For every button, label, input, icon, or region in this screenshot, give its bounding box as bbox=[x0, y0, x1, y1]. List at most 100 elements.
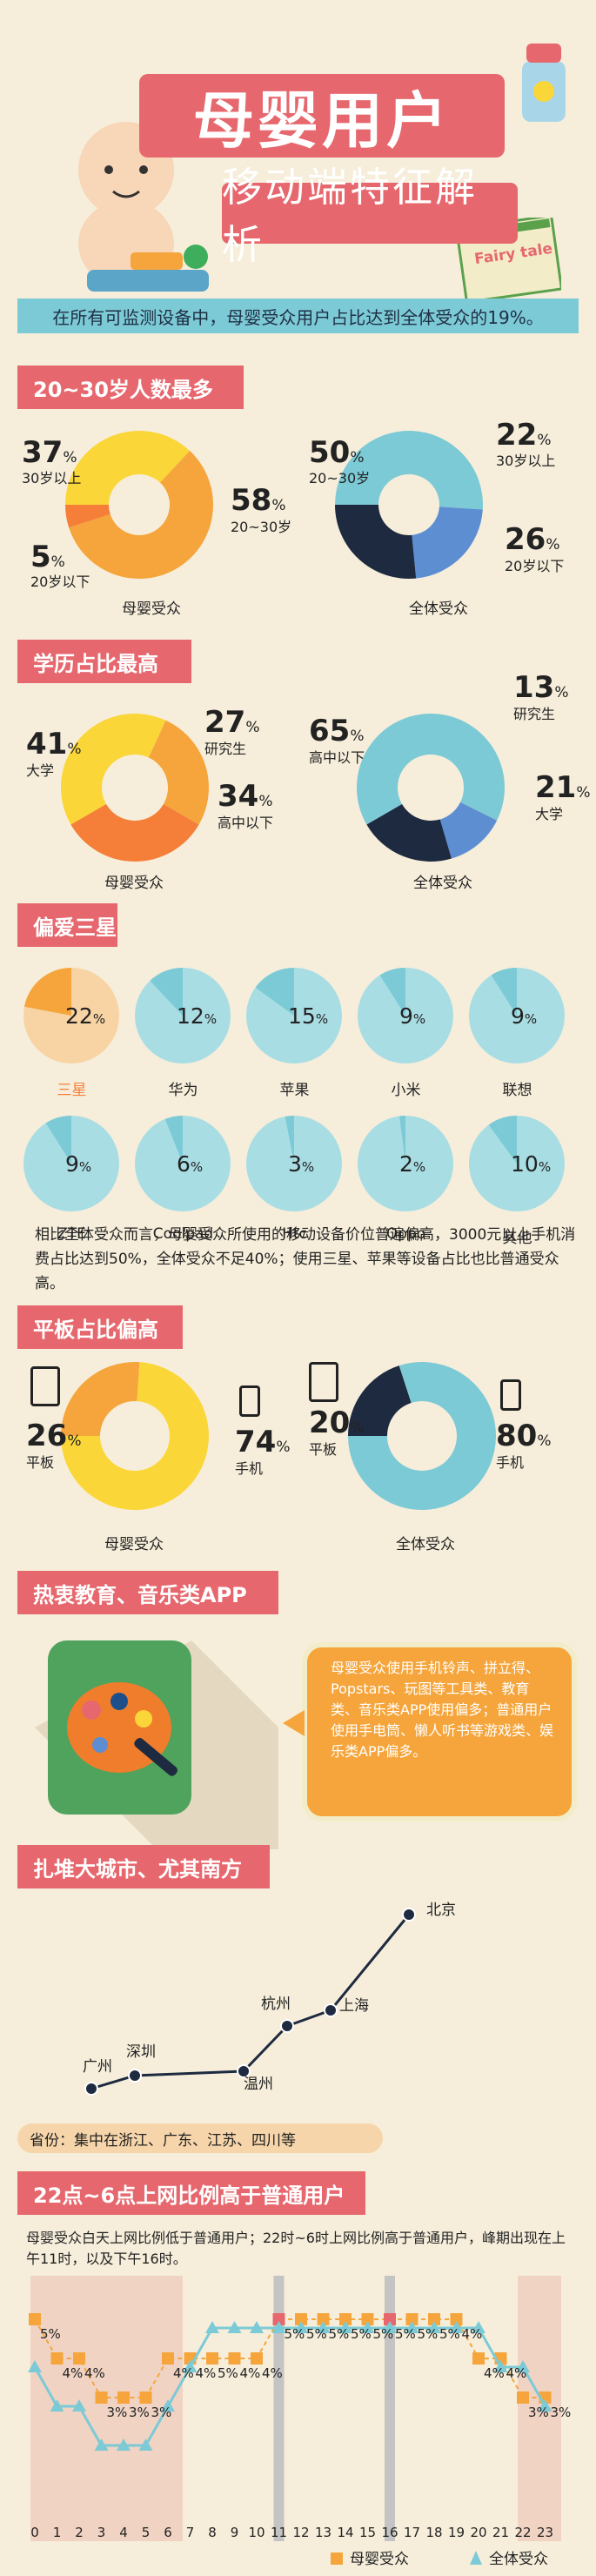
brand-value: 9% bbox=[65, 1151, 92, 1177]
muying-point bbox=[162, 2352, 174, 2365]
muying-point bbox=[450, 2313, 463, 2325]
city-label: 杭州 bbox=[261, 1996, 291, 2013]
donut-all-age bbox=[335, 431, 483, 579]
muying-point bbox=[361, 2313, 374, 2325]
brand-share-wedge bbox=[285, 1116, 294, 1164]
brand-value: 6% bbox=[177, 1151, 204, 1177]
data-label: 4% bbox=[506, 2365, 527, 2381]
brand-share-wedge bbox=[164, 1116, 183, 1164]
brand-bubble bbox=[358, 1116, 453, 1211]
city-label: 广州 bbox=[83, 2058, 112, 2076]
donut-slice bbox=[61, 714, 166, 825]
donut-all-edu bbox=[357, 714, 505, 862]
data-label: 4% bbox=[262, 2365, 283, 2381]
muying-point bbox=[472, 2352, 485, 2365]
edu-all-grad: 13% bbox=[513, 670, 569, 705]
age-donuts bbox=[65, 431, 483, 579]
donut-muying-age bbox=[65, 431, 213, 579]
edu-all-hs-label: 高中以下 bbox=[309, 749, 365, 766]
section-brand-header: 偏爱三星 bbox=[17, 903, 117, 947]
city-point bbox=[128, 2069, 142, 2083]
age-mu-caption: 母婴受众 bbox=[122, 600, 181, 618]
x-tick-label: 2 bbox=[75, 2525, 84, 2540]
all-point bbox=[316, 2321, 331, 2333]
data-label: 3% bbox=[528, 2405, 549, 2420]
donut-slice bbox=[70, 804, 199, 862]
brand-item: 12% 华为 bbox=[133, 966, 233, 1105]
donut-slice bbox=[335, 505, 417, 579]
brand-item: 15% 苹果 bbox=[244, 966, 345, 1105]
city-point bbox=[402, 1908, 416, 1922]
brand-share-wedge bbox=[45, 1116, 71, 1164]
brand-share-wedge bbox=[491, 968, 517, 1016]
donut-slice bbox=[348, 1362, 496, 1510]
age-all-30plus: 22% bbox=[496, 418, 552, 453]
tab-all-tablet-label: 平板 bbox=[309, 1441, 338, 1458]
brand-value: 12% bbox=[177, 1003, 218, 1029]
muying-point bbox=[272, 2313, 285, 2325]
donut-slice bbox=[61, 1362, 140, 1436]
muying-point bbox=[428, 2313, 440, 2325]
time-band bbox=[273, 2276, 285, 2541]
data-label: 3% bbox=[151, 2405, 172, 2420]
age-all-caption: 全体受众 bbox=[409, 600, 468, 618]
all-point bbox=[205, 2321, 219, 2333]
x-tick-label: 16 bbox=[381, 2525, 398, 2540]
brand-bubble bbox=[469, 968, 565, 1063]
brand-item: 9% 小米 bbox=[356, 966, 456, 1105]
data-label: 5% bbox=[373, 2326, 394, 2342]
brand-item: 2% Oppo bbox=[356, 1114, 456, 1253]
brand-name: ZTE bbox=[57, 1225, 86, 1243]
brand-name: 联想 bbox=[502, 1082, 532, 1099]
edu-mu-grad: 27% bbox=[204, 705, 260, 740]
brand-bubble bbox=[246, 1116, 342, 1211]
age-mu-30plus-label: 30岁以上 bbox=[22, 470, 82, 486]
x-tick-label: 11 bbox=[271, 2525, 287, 2540]
age-mu-30plus: 37% bbox=[22, 435, 77, 470]
section-city-header: 扎堆大城市、尤其南方 bbox=[17, 1845, 270, 1888]
brand-share-wedge bbox=[399, 1116, 405, 1164]
edu-all-uni: 21% bbox=[535, 770, 591, 805]
brand-bubble bbox=[23, 968, 119, 1063]
donut-slice bbox=[357, 714, 505, 825]
donut-slice bbox=[366, 804, 452, 862]
data-label: 4% bbox=[63, 2365, 84, 2381]
data-label: 4% bbox=[173, 2365, 194, 2381]
muying-point bbox=[384, 2313, 396, 2325]
age-all-2030: 50% bbox=[309, 435, 365, 470]
age-mu-u20-label: 20岁以下 bbox=[30, 574, 90, 590]
donut-slice bbox=[348, 1365, 412, 1436]
hero-banner: Fairy tale bbox=[0, 0, 596, 331]
all-point bbox=[50, 2399, 64, 2412]
brand-value: 2% bbox=[399, 1151, 426, 1177]
edu-mu-hs: 34% bbox=[218, 779, 273, 814]
muying-point bbox=[339, 2313, 352, 2325]
brand-name: 三星 bbox=[57, 1082, 87, 1099]
tab-mu-tablet-label: 平板 bbox=[26, 1454, 55, 1471]
donut-slice bbox=[69, 451, 213, 579]
x-tick-label: 12 bbox=[292, 2525, 309, 2540]
brand-item: 10% 其他 bbox=[467, 1114, 567, 1253]
brand-name: 其他 bbox=[502, 1230, 532, 1247]
muying-point bbox=[206, 2352, 218, 2365]
all-point bbox=[183, 2360, 198, 2372]
page-title: 母婴用户 bbox=[139, 74, 505, 158]
donut-slice bbox=[65, 431, 191, 505]
data-label: 5% bbox=[351, 2326, 372, 2342]
brand-value: 9% bbox=[511, 1003, 538, 1029]
x-tick-label: 9 bbox=[231, 2525, 239, 2540]
edu-all-uni-label: 大学 bbox=[535, 806, 564, 822]
x-tick-label: 5 bbox=[142, 2525, 151, 2540]
x-tick-label: 6 bbox=[164, 2525, 172, 2540]
province-note: 省份：集中在浙江、广东、江苏、四川等 bbox=[17, 2123, 383, 2153]
data-label: 4% bbox=[462, 2326, 483, 2342]
donut-slice bbox=[335, 431, 483, 510]
data-label: 5% bbox=[40, 2326, 61, 2342]
x-tick-label: 19 bbox=[448, 2525, 465, 2540]
x-tick-label: 17 bbox=[404, 2525, 420, 2540]
all-point bbox=[250, 2321, 264, 2333]
baby-illustration bbox=[78, 122, 209, 292]
donut-slice bbox=[412, 506, 483, 579]
donut-all-device bbox=[348, 1362, 496, 1510]
x-tick-label: 18 bbox=[425, 2525, 442, 2540]
